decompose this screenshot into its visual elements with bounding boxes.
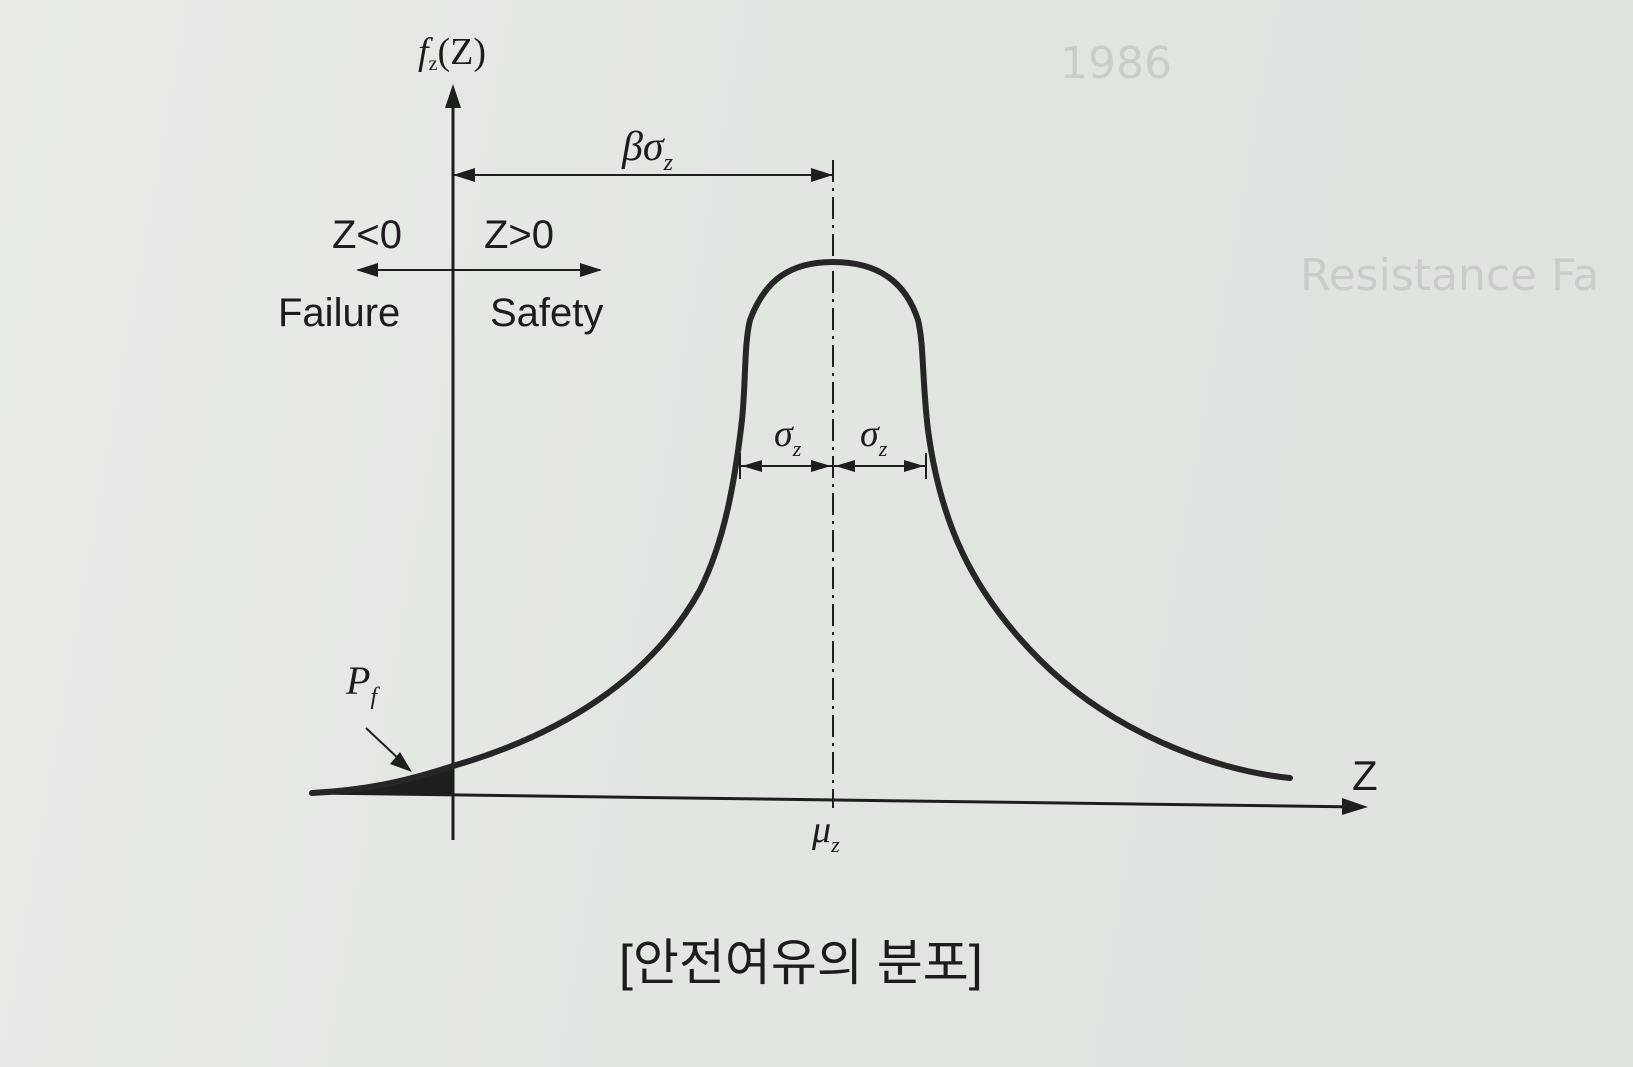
x-axis-line	[311, 791, 1361, 809]
sigma-left-sub: z	[792, 436, 802, 461]
bleed-through-text: 1986 Resistance Fa	[1060, 38, 1599, 301]
pf-pointer-arrowhead	[390, 752, 412, 772]
y-axis-label-sub: z	[429, 53, 438, 75]
sigma-arrow-right-outer	[904, 460, 924, 472]
figure-caption: [안전여유의 분포]	[619, 935, 983, 991]
safety-label: Safety	[490, 291, 603, 335]
y-axis-label-arg: (Z)	[437, 31, 486, 73]
svg-text:Resistance Fa: Resistance Fa	[1300, 250, 1599, 301]
sigma-arrow-right-inner	[835, 460, 855, 472]
pf-sub: f	[370, 684, 380, 710]
mu-sub: z	[830, 832, 840, 857]
failure-probability-tail	[312, 764, 453, 794]
sigma-right-label: σz	[860, 413, 888, 461]
failure-arrow-left	[356, 263, 378, 277]
pf-symbol: P	[345, 658, 370, 703]
sigma-left-label: σz	[774, 413, 802, 461]
mu-symbol: μ	[811, 809, 831, 851]
beta-sigma-label: βσz	[621, 124, 674, 176]
beta-symbol: β	[621, 124, 643, 170]
distribution-curve	[309, 259, 1293, 796]
y-axis-label: fz(Z)	[418, 31, 486, 75]
sigma-arrow-left-outer	[742, 460, 762, 472]
failure-label: Failure	[278, 291, 400, 335]
sigma-left-symbol: σ	[774, 413, 794, 455]
z-positive-label: Z>0	[484, 213, 554, 257]
sigma-right-symbol: σ	[860, 413, 880, 455]
mu-label: μz	[811, 809, 840, 857]
x-axis-label: Z	[1352, 752, 1378, 799]
sigma-arrow-left-inner	[811, 460, 831, 472]
beta-sigma-sub: z	[663, 150, 674, 176]
sigma-right-sub: z	[878, 436, 888, 461]
svg-text:1986: 1986	[1060, 38, 1172, 89]
pf-label: Pf	[345, 658, 380, 710]
pf-pointer-line	[365, 727, 403, 763]
beta-sigma-arrow-right	[811, 168, 833, 182]
y-axis-arrowhead	[445, 84, 461, 108]
z-negative-label: Z<0	[332, 213, 402, 257]
beta-sigma-symbol: σ	[643, 124, 666, 170]
x-axis-arrowhead	[1342, 798, 1368, 815]
safety-arrow-right	[580, 263, 602, 277]
beta-sigma-arrow-left	[453, 168, 475, 182]
